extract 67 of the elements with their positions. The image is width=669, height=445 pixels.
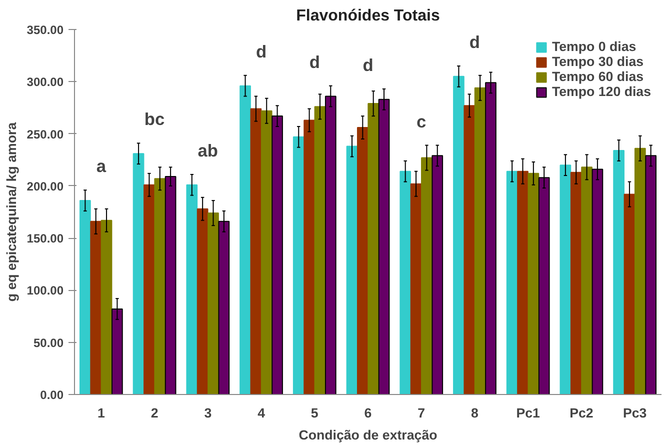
y-tick-label: 250.00: [26, 127, 64, 142]
y-tick-label: 350.00: [26, 23, 64, 37]
bar: [464, 105, 476, 394]
annotation: d: [309, 52, 320, 72]
annotation: c: [416, 111, 427, 132]
bar: [240, 85, 251, 394]
annotation: ab: [198, 140, 218, 160]
bar: [79, 200, 91, 394]
annotation: d: [256, 41, 267, 62]
y-tick-label: 50.00: [33, 336, 64, 350]
y-tick-label: 300.00: [26, 75, 64, 90]
bar: [560, 164, 572, 394]
y-tick-label: 0.00: [40, 388, 64, 402]
bar: [506, 170, 518, 394]
bar: [453, 76, 464, 394]
annotation: d: [469, 32, 480, 52]
annotation: bc: [144, 109, 166, 130]
annotation: d: [362, 54, 374, 75]
y-tick-label: 150.00: [26, 232, 64, 246]
bar: [410, 183, 422, 394]
bar: [613, 150, 624, 394]
bar: [474, 87, 486, 394]
bar: [186, 184, 198, 394]
bar: [260, 110, 272, 394]
bar: [314, 106, 326, 394]
bar: [154, 178, 166, 394]
bar: [346, 146, 358, 394]
legend-label: Tempo 0 dias: [552, 39, 636, 54]
annotation: a: [96, 156, 106, 176]
x-tick-label: 8: [471, 406, 478, 420]
bar: [196, 208, 208, 394]
legend-label: Tempo 30 dias: [552, 54, 644, 69]
bar: [400, 170, 412, 394]
bar: [292, 136, 304, 394]
bar: [356, 127, 368, 394]
x-tick-label: 4: [258, 406, 266, 420]
x-tick-label: 3: [204, 406, 212, 420]
bar: [144, 184, 155, 394]
bar: [528, 172, 540, 394]
x-tick-label: 2: [150, 406, 158, 420]
x-tick-label: 1: [97, 406, 106, 420]
y-axis-title: g eq epicatequina/ kg amora: [4, 122, 19, 302]
x-axis-title: Condição de extração: [298, 428, 438, 442]
legend-label: Tempo 120 dias: [552, 84, 651, 99]
x-tick-label: Pc2: [570, 406, 594, 420]
y-tick-label: 100.00: [26, 284, 64, 298]
bar: [250, 108, 262, 394]
bar: [100, 220, 112, 394]
legend-label: Tempo 60 dias: [552, 69, 644, 84]
x-tick-label: 5: [310, 406, 319, 420]
bar: [634, 148, 646, 394]
bar: [132, 153, 144, 394]
bar: [421, 157, 432, 394]
bar: [570, 172, 582, 394]
bar: [517, 170, 528, 394]
x-tick-label: 7: [418, 406, 426, 420]
bar: [581, 166, 592, 394]
x-tick-label: Pc1: [516, 406, 541, 420]
bar: [208, 212, 219, 394]
bar: [368, 103, 380, 394]
bar: [624, 194, 636, 394]
y-tick-label: 200.00: [26, 179, 64, 194]
bar: [304, 120, 315, 394]
bar: [90, 220, 102, 394]
x-tick-label: Pc3: [622, 406, 647, 420]
chart-title: Flavonóides Totais: [296, 8, 440, 24]
x-tick-label: 6: [364, 406, 372, 420]
